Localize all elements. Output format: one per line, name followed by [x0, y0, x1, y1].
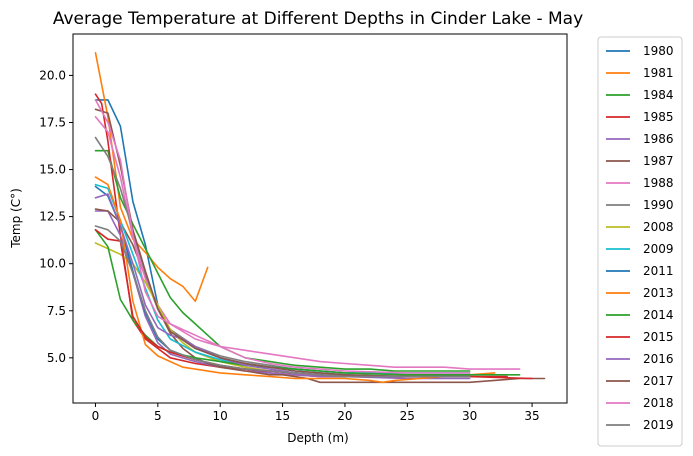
- legend-label-1988: 1988: [643, 176, 674, 190]
- y-tick-label: 12.5: [39, 210, 66, 224]
- y-tick-label: 5.0: [47, 351, 66, 365]
- x-tick-label: 10: [213, 409, 228, 423]
- y-tick-label: 7.5: [47, 304, 66, 318]
- y-axis-label: Temp (C°): [9, 188, 23, 249]
- series-line-1984: [94, 149, 471, 372]
- series-line-2019: [94, 225, 471, 378]
- legend-items: 1980 1981 1984 1985 1986 1987 1988 1990 2008 2009…: [606, 44, 674, 432]
- series-line-1980: [94, 99, 471, 378]
- legend-label-1981: 1981: [643, 66, 674, 80]
- series-lines: [94, 51, 546, 384]
- legend-label-2018: 2018: [643, 396, 674, 410]
- series-line-2018: [94, 99, 471, 374]
- y-axis-ticks: 5.0 7.5 10.0 12.5 15.0 17.5 20.0: [39, 68, 73, 365]
- legend-label-2008: 2008: [643, 220, 674, 234]
- series-line-1990: [94, 136, 471, 376]
- legend-label-1984: 1984: [643, 88, 674, 102]
- legend-label-1986: 1986: [643, 132, 674, 146]
- legend: 1980 1981 1984 1985 1986 1987 1988 1990 2008 2009…: [597, 36, 683, 447]
- series-line-2013: [94, 176, 496, 384]
- legend-label-1980: 1980: [643, 44, 674, 58]
- x-tick-label: 0: [92, 409, 100, 423]
- legend-label-2016: 2016: [643, 352, 674, 366]
- x-axis-label: Depth (m): [287, 431, 348, 445]
- legend-label-1987: 1987: [643, 154, 674, 168]
- series-line-2017: [94, 108, 471, 378]
- y-tick-label: 10.0: [39, 257, 66, 271]
- plot-frame: [72, 33, 568, 404]
- legend-label-2017: 2017: [643, 374, 674, 388]
- series-line-1986: [94, 210, 471, 380]
- legend-label-2009: 2009: [643, 242, 674, 256]
- chart-title: Average Temperature at Different Depths …: [53, 9, 583, 29]
- legend-label-1985: 1985: [643, 110, 674, 124]
- x-tick-label: 30: [462, 409, 477, 423]
- legend-label-2013: 2013: [643, 286, 674, 300]
- x-tick-label: 5: [154, 409, 162, 423]
- legend-label-1990: 1990: [643, 198, 674, 212]
- x-tick-label: 35: [524, 409, 539, 423]
- legend-label-2015: 2015: [643, 330, 674, 344]
- series-line-2014: [94, 229, 521, 376]
- x-tick-label: 25: [400, 409, 415, 423]
- x-axis-ticks: 0 5 10 15 20 25 30 35: [92, 403, 540, 423]
- series-line-1987: [94, 208, 546, 384]
- plot-area: 0 5 10 15 20 25 30 35 5.0 7.5 10.0 12.5 15.0 17.5 20.…: [39, 33, 568, 423]
- y-tick-label: 17.5: [39, 115, 66, 129]
- legend-label-2019: 2019: [643, 418, 674, 432]
- series-line-1988: [94, 116, 521, 370]
- x-tick-label: 15: [275, 409, 290, 423]
- x-tick-label: 20: [337, 409, 352, 423]
- y-tick-label: 15.0: [39, 163, 66, 177]
- legend-label-2014: 2014: [643, 308, 674, 322]
- y-tick-label: 20.0: [39, 68, 66, 82]
- series-line-2011: [94, 185, 471, 378]
- legend-label-2011: 2011: [643, 264, 674, 278]
- series-line-2015: [94, 229, 533, 380]
